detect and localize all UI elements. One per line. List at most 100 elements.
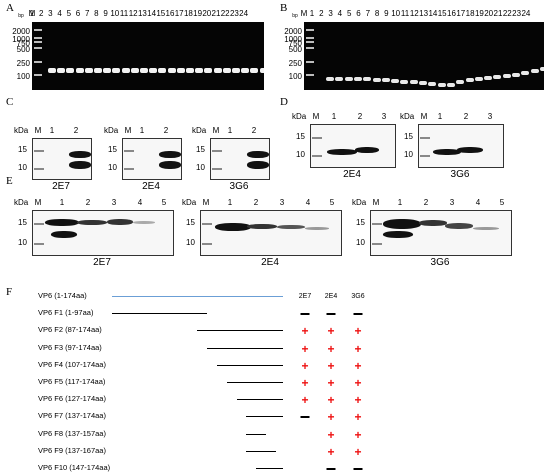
column-header-2E7: 2E7	[298, 293, 312, 300]
marker-band	[34, 223, 44, 226]
panel-b-lane-label: 4	[337, 9, 343, 18]
marker-band	[420, 136, 430, 139]
blot-lane-label: 4	[305, 198, 311, 207]
column-header-2E4: 2E4	[324, 293, 338, 300]
blot-caption: 3G6	[430, 257, 450, 268]
mw-label: 15	[108, 145, 117, 155]
negative-mark	[353, 313, 363, 316]
blot-caption: 2E7	[93, 257, 111, 268]
panel-a-lane-label: 13	[137, 9, 147, 18]
panel-b-lane-label: 16	[447, 9, 456, 18]
panel-c: kDa M 1 2 15 10 2E7 kDa M 1 2 15 10 2E4 kDa M 1 2 15 10 3G6	[0, 110, 280, 192]
panel-d: kDa M 1 2 3 15 10 2E4 kDa M 1 2 3 15 10 3G6	[280, 110, 550, 190]
blot-lane-label: 1	[49, 126, 55, 135]
positive-mark: +	[327, 427, 335, 442]
marker-band	[124, 167, 134, 170]
positive-mark: +	[327, 376, 335, 390]
fragment-label: VP6 F7 (137-174aa)	[38, 411, 106, 421]
positive-mark: +	[327, 410, 335, 425]
gel-band	[232, 68, 240, 73]
gel-band	[250, 68, 259, 73]
marker-band	[34, 41, 42, 43]
mw-label: 10	[18, 237, 27, 247]
fragment-label: VP6 F3 (97-174aa)	[38, 342, 102, 352]
panel-f-mapping-table: 2E7 2E4 3G6 VP6 (1-174aa) VP6 F1 (1-97aa) VP6…	[0, 290, 550, 472]
gel-band	[437, 83, 446, 87]
panel-a-lane-label: 10	[110, 9, 120, 18]
panel-a-lane-label: 4	[57, 9, 62, 18]
mw-label: 10	[404, 150, 413, 160]
gel-band	[363, 77, 372, 81]
blot-lane-label: 2	[423, 198, 429, 207]
panel-b-lane-label: 10	[391, 9, 401, 18]
blot-lane-label: 2	[85, 198, 91, 207]
panel-b-lane-labels: bp M 1 2 3 4 5 6 7 8 9 10 11 12 13 14 15 16 17 18 19 20 21 22…	[286, 10, 546, 20]
marker-band	[34, 61, 42, 63]
panel-a-lane-label: 20	[202, 9, 212, 18]
gel-band	[204, 68, 213, 73]
marker-lane-label: M	[372, 198, 380, 207]
kda-unit-label: kDa	[104, 126, 119, 135]
panel-b-lane-label: 5	[346, 9, 352, 18]
panel-b-ladder: 2000 1000 750 500 250 100	[272, 22, 303, 90]
negative-mark	[353, 468, 363, 470]
gel-band	[66, 68, 75, 73]
protein-band	[45, 219, 79, 226]
protein-band	[445, 223, 473, 229]
blot-caption: 2E7	[52, 181, 70, 192]
gel-band	[372, 78, 381, 82]
panel-b-lane-label: 14	[428, 9, 438, 18]
panel-a-ladder: 2000 1000 750 500 250 100	[0, 22, 31, 90]
fragment-label: VP6 F9 (137-167aa)	[38, 445, 106, 455]
fragment-bar	[226, 382, 283, 383]
protein-band	[51, 231, 77, 238]
panel-b-lane-label: 19	[474, 9, 484, 18]
panel-a-lane-label: 18	[183, 9, 193, 18]
marker-lane-label: M	[420, 112, 428, 121]
panel-f-letter: F	[6, 286, 13, 298]
gel-band	[409, 80, 418, 84]
panel-a-lane-label: 19	[193, 9, 203, 18]
panel-a-lane-label: 22	[220, 9, 230, 18]
protein-band	[215, 223, 251, 231]
marker-band	[34, 74, 42, 76]
fragment-label: VP6 F5 (117-174aa)	[38, 377, 106, 386]
protein-band	[69, 151, 91, 158]
fragment-bar	[246, 450, 277, 452]
gel-band	[465, 78, 474, 82]
panel-b-lane-label: 24	[521, 9, 531, 18]
panel-a-letter: A	[6, 2, 14, 14]
mw-label: 15	[18, 218, 27, 228]
gel-band	[428, 82, 437, 86]
panel-b-lane-label: 17	[456, 9, 466, 18]
kda-unit-label: kDa	[292, 112, 307, 121]
blot-lane-label: 3	[449, 198, 455, 207]
blot-lane-label: 2	[163, 126, 169, 135]
protein-band	[433, 149, 461, 155]
gel-band	[335, 77, 344, 81]
blot-lane-label: 2	[251, 126, 257, 135]
marker-band	[312, 136, 322, 139]
panel-a-lane-label: 12	[128, 9, 138, 18]
marker-band	[306, 41, 314, 43]
positive-mark: +	[301, 393, 309, 408]
panel-a-lane-label: 3	[48, 9, 53, 18]
positive-mark: +	[327, 444, 335, 459]
fragment-bar	[112, 313, 207, 315]
fragment-bar	[246, 433, 267, 435]
protein-band	[107, 219, 133, 225]
panel-a-lane-label: 24	[239, 9, 249, 18]
blot-lane-label: 4	[137, 198, 143, 207]
marker-band	[372, 242, 382, 245]
ladder-label: 100	[288, 72, 302, 81]
marker-lane-label: M	[34, 198, 42, 207]
marker-band	[212, 167, 222, 170]
kda-unit-label: kDa	[14, 198, 29, 207]
mw-label: 15	[186, 218, 195, 228]
panel-b-letter: B	[280, 2, 288, 14]
ladder-label: 100	[16, 72, 30, 81]
panel-e: kDa M 1 2 3 4 5 15 10 2E7 kDa M 1 2 3 4 5 15 10 2E4 kDa M 1 2 3 4…	[0, 196, 550, 281]
ladder-label: 500	[288, 45, 302, 54]
positive-mark: +	[354, 444, 362, 459]
panel-b-lane-label: 21	[493, 9, 503, 18]
